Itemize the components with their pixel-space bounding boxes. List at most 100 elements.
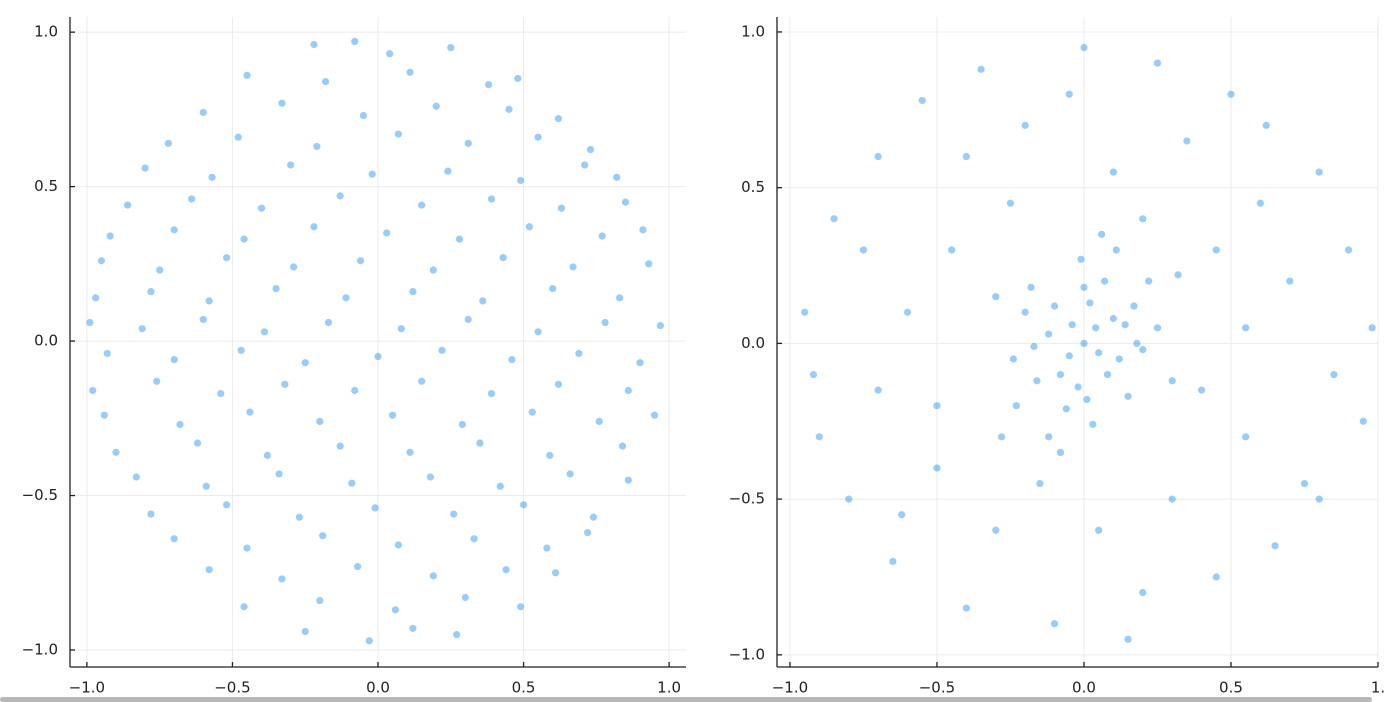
point	[455, 235, 464, 243]
point	[1212, 573, 1220, 581]
point	[453, 630, 461, 639]
point	[170, 535, 178, 543]
point	[519, 501, 528, 509]
point	[517, 603, 525, 611]
point	[170, 226, 178, 234]
point	[287, 161, 295, 169]
point	[263, 451, 271, 459]
scrollbar[interactable]	[0, 697, 1372, 702]
point	[409, 288, 417, 296]
point	[170, 356, 178, 364]
point	[514, 74, 522, 83]
point	[275, 470, 283, 478]
point	[368, 170, 376, 178]
point	[397, 325, 405, 333]
point	[505, 105, 513, 113]
y-tick-label: 0.5	[741, 178, 765, 196]
point	[450, 510, 458, 518]
point	[1330, 370, 1338, 379]
point	[898, 511, 906, 519]
point	[1045, 433, 1053, 441]
point	[391, 606, 400, 614]
point	[546, 451, 554, 459]
point	[554, 115, 563, 123]
point	[992, 526, 1000, 534]
point	[418, 377, 426, 385]
point	[223, 501, 231, 509]
point	[243, 71, 251, 79]
x-tick-label: −0.5	[214, 679, 250, 697]
point	[354, 562, 362, 571]
point	[1065, 352, 1073, 360]
point	[464, 139, 472, 147]
point	[86, 318, 94, 327]
point	[1027, 283, 1035, 291]
point	[147, 510, 155, 518]
point	[496, 482, 504, 490]
point	[246, 408, 254, 416]
point	[383, 229, 391, 237]
point	[351, 386, 359, 395]
point	[458, 420, 467, 429]
point	[342, 294, 350, 302]
point	[962, 604, 970, 612]
point	[487, 389, 496, 398]
y-tick-label: −1.0	[729, 645, 765, 663]
point	[1112, 246, 1120, 254]
point	[933, 464, 941, 472]
point	[394, 541, 402, 549]
point	[487, 195, 496, 203]
point	[1145, 277, 1153, 285]
point	[1050, 620, 1059, 628]
point	[295, 513, 303, 521]
point	[92, 294, 100, 302]
point	[1077, 255, 1085, 263]
point	[464, 315, 472, 324]
point	[616, 294, 624, 302]
point	[234, 133, 242, 141]
point	[176, 420, 184, 429]
point	[645, 260, 653, 268]
point	[429, 266, 437, 274]
point	[1242, 433, 1250, 441]
point	[1100, 277, 1109, 285]
point	[624, 476, 632, 484]
point	[656, 322, 664, 330]
y-tick-label: 0.0	[741, 334, 765, 352]
point	[1242, 324, 1250, 332]
point	[202, 482, 210, 490]
point	[237, 346, 245, 354]
point	[386, 50, 394, 58]
point	[621, 198, 630, 206]
point	[388, 411, 397, 419]
point	[1262, 121, 1270, 129]
point	[918, 96, 926, 105]
point	[1212, 246, 1220, 254]
point	[356, 257, 365, 265]
point	[461, 593, 469, 602]
point	[429, 572, 437, 580]
point	[257, 204, 266, 212]
point	[1124, 392, 1132, 400]
point	[517, 176, 525, 185]
point	[1227, 90, 1235, 98]
point	[1109, 168, 1117, 176]
subplot: −1.0 −0.5 0.0 0.5 1.0 −1.0 −0.5 0.0 0.5 1.0	[22, 17, 686, 697]
point	[447, 43, 455, 52]
point	[859, 246, 868, 254]
point	[584, 529, 592, 537]
point	[301, 627, 309, 636]
point	[581, 161, 589, 169]
point	[351, 37, 359, 46]
y-tick-label: 1.0	[34, 23, 58, 41]
point	[1021, 121, 1029, 129]
point	[801, 308, 809, 316]
point	[1092, 324, 1100, 332]
point	[525, 223, 533, 231]
point	[208, 173, 216, 181]
point	[336, 192, 344, 200]
point	[1065, 90, 1073, 98]
point	[618, 442, 627, 450]
point	[874, 152, 882, 161]
point	[1050, 302, 1059, 310]
